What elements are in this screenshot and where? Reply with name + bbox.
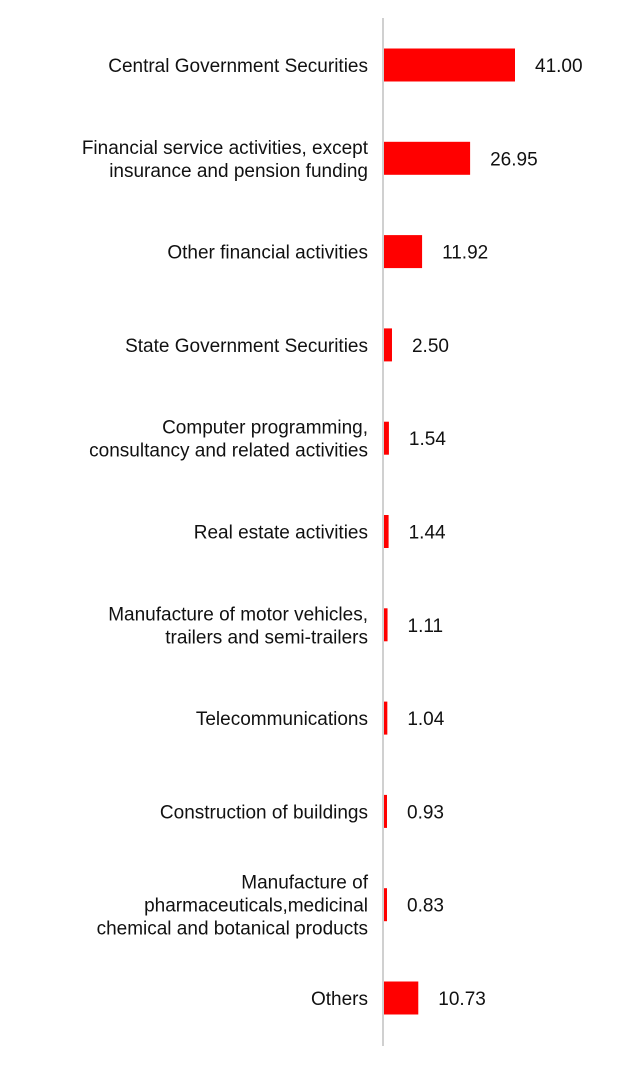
category-label-computer-programming-consultancy-and-related-activities: Computer programming, consultancy and rel…	[89, 418, 368, 462]
category-labels-group: Central Government Securities Financial s…	[82, 56, 369, 1010]
category-label-financial-service-activities-except-insurance-and-pension-funding: Financial service activities, except insu…	[82, 138, 369, 182]
category-label-other-financial-activities: Other financial activities	[167, 243, 368, 264]
value-label-real-estate-activities: 1.44	[409, 523, 446, 544]
category-label-manufacture-of-motor-vehicles-trailers-and-semi-trailers: Manufacture of motor vehicles, trailers a…	[108, 604, 368, 648]
category-label-telecommunications: Telecommunications	[196, 709, 368, 730]
category-label-real-estate-activities: Real estate activities	[194, 523, 368, 544]
category-label-line: insurance and pension funding	[109, 161, 368, 182]
category-label-line: Financial service activities, except	[82, 138, 369, 159]
category-label-line: Construction of buildings	[160, 802, 368, 823]
category-label-line: State Government Securities	[125, 336, 368, 357]
category-label-line: chemical and botanical products	[97, 919, 368, 940]
value-label-manufacture-of-pharmaceuticals-medicinal-chemical-and-botanical-products: 0.83	[407, 896, 444, 917]
category-label-state-government-securities: State Government Securities	[125, 336, 368, 357]
category-label-line: Other financial activities	[167, 243, 368, 264]
category-label-line: pharmaceuticals,medicinal	[144, 896, 368, 917]
bar-financial-service-activities-except-insurance-and-pension-funding	[384, 141, 471, 175]
bar-manufacture-of-motor-vehicles-trailers-and-semi-trailers	[384, 608, 388, 642]
value-label-others: 10.73	[438, 989, 486, 1010]
bar-other-financial-activities	[384, 235, 423, 269]
category-label-manufacture-of-pharmaceuticals-medicinal-chemical-and-botanical-products: Manufacture of pharmaceuticals,medicinal c…	[97, 873, 369, 940]
bar-state-government-securities	[384, 328, 392, 362]
bar-real-estate-activities	[384, 515, 389, 548]
value-label-manufacture-of-motor-vehicles-trailers-and-semi-trailers: 1.11	[408, 616, 444, 637]
bar-telecommunications	[384, 701, 388, 735]
value-label-other-financial-activities: 11.92	[442, 243, 488, 264]
value-label-central-government-securities: 41.00	[535, 56, 583, 77]
value-label-computer-programming-consultancy-and-related-activities: 1.54	[409, 429, 446, 450]
bars-group	[384, 48, 515, 1015]
category-label-line: Telecommunications	[196, 709, 368, 730]
category-label-line: Manufacture of motor vehicles,	[108, 604, 368, 625]
value-label-telecommunications: 1.04	[407, 709, 444, 730]
value-label-state-government-securities: 2.50	[412, 336, 449, 357]
category-label-line: Others	[311, 989, 368, 1010]
bar-others	[384, 981, 419, 1015]
category-label-line: Central Government Securities	[108, 56, 368, 77]
category-label-line: Manufacture of	[241, 873, 368, 894]
category-label-central-government-securities: Central Government Securities	[108, 56, 368, 77]
category-label-others: Others	[311, 989, 368, 1010]
value-labels-group: 41.00 26.95 11.92 2.50 1.54 1.44 1.11 1.04 0.93 0…	[407, 56, 583, 1010]
bar-computer-programming-consultancy-and-related-activities	[384, 421, 389, 455]
category-label-line: consultancy and related activities	[89, 441, 368, 462]
category-label-construction-of-buildings: Construction of buildings	[160, 802, 368, 823]
bar-manufacture-of-pharmaceuticals-medicinal-chemical-and-botanical-products	[384, 888, 387, 922]
category-label-line: trailers and semi-trailers	[165, 627, 368, 648]
bar-central-government-securities	[384, 48, 515, 82]
value-label-financial-service-activities-except-insurance-and-pension-funding: 26.95	[490, 149, 538, 170]
bar-construction-of-buildings	[384, 794, 387, 828]
value-label-construction-of-buildings: 0.93	[407, 802, 444, 823]
category-label-line: Real estate activities	[194, 523, 368, 544]
category-label-line: Computer programming,	[162, 418, 368, 439]
